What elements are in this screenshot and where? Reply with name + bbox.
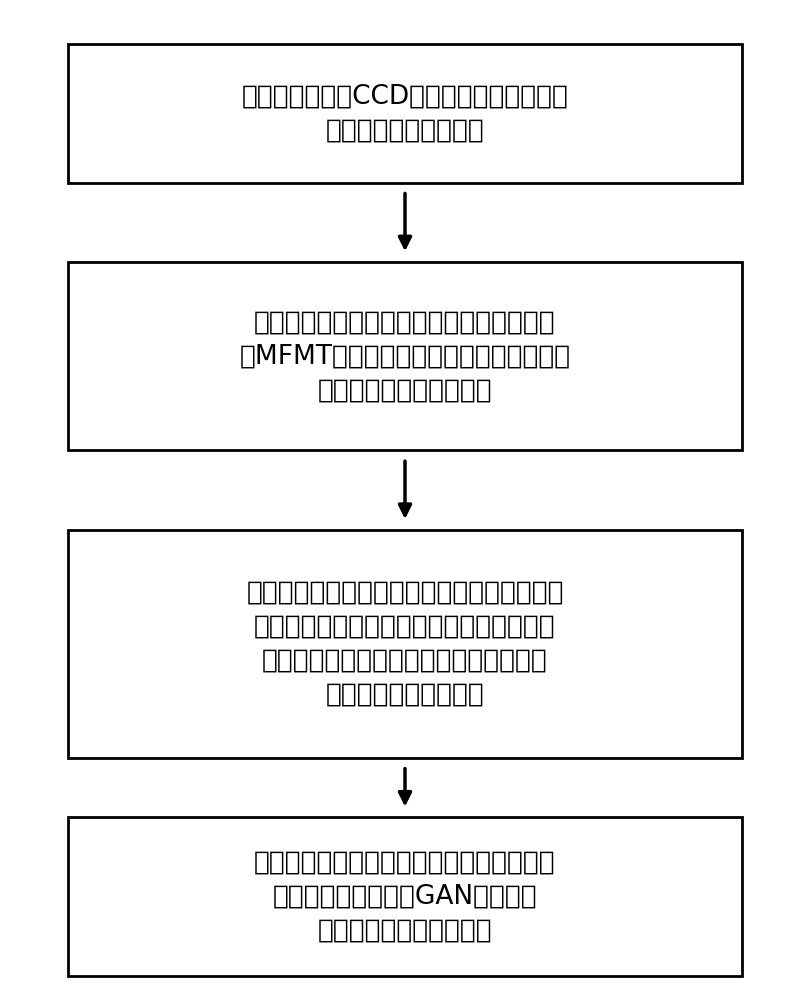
- FancyBboxPatch shape: [68, 262, 742, 450]
- FancyBboxPatch shape: [68, 44, 742, 183]
- FancyBboxPatch shape: [68, 530, 742, 758]
- FancyBboxPatch shape: [68, 817, 742, 976]
- Text: 将真实荧光光强测量数据、仿真荧光光强测量
数据和凝胶仿体数据混合，按比例划分为训
练、验证、测试数据集，用于对网络模型
进行训练、验证与测试: 将真实荧光光强测量数据、仿真荧光光强测量 数据和凝胶仿体数据混合，按比例划分为训…: [246, 580, 564, 708]
- Text: 通过电子增强型CCD获取多组生物样片表面
真实荧光光强测量数据: 通过电子增强型CCD获取多组生物样片表面 真实荧光光强测量数据: [241, 83, 569, 143]
- Text: 仿真生成敏感矩阵和多组凝胶仿体数据，通
过MFMT前向模型以及添加高斯噪声模拟生
成仿真荧光光强测量数据: 仿真生成敏感矩阵和多组凝胶仿体数据，通 过MFMT前向模型以及添加高斯噪声模拟生…: [240, 309, 570, 403]
- Text: 采用自适应动量估计法优化网络模型，并通
过优化后的瓶颈残差GAN对介观荧
光分子层析成像进行重建: 采用自适应动量估计法优化网络模型，并通 过优化后的瓶颈残差GAN对介观荧 光分子…: [254, 850, 556, 944]
